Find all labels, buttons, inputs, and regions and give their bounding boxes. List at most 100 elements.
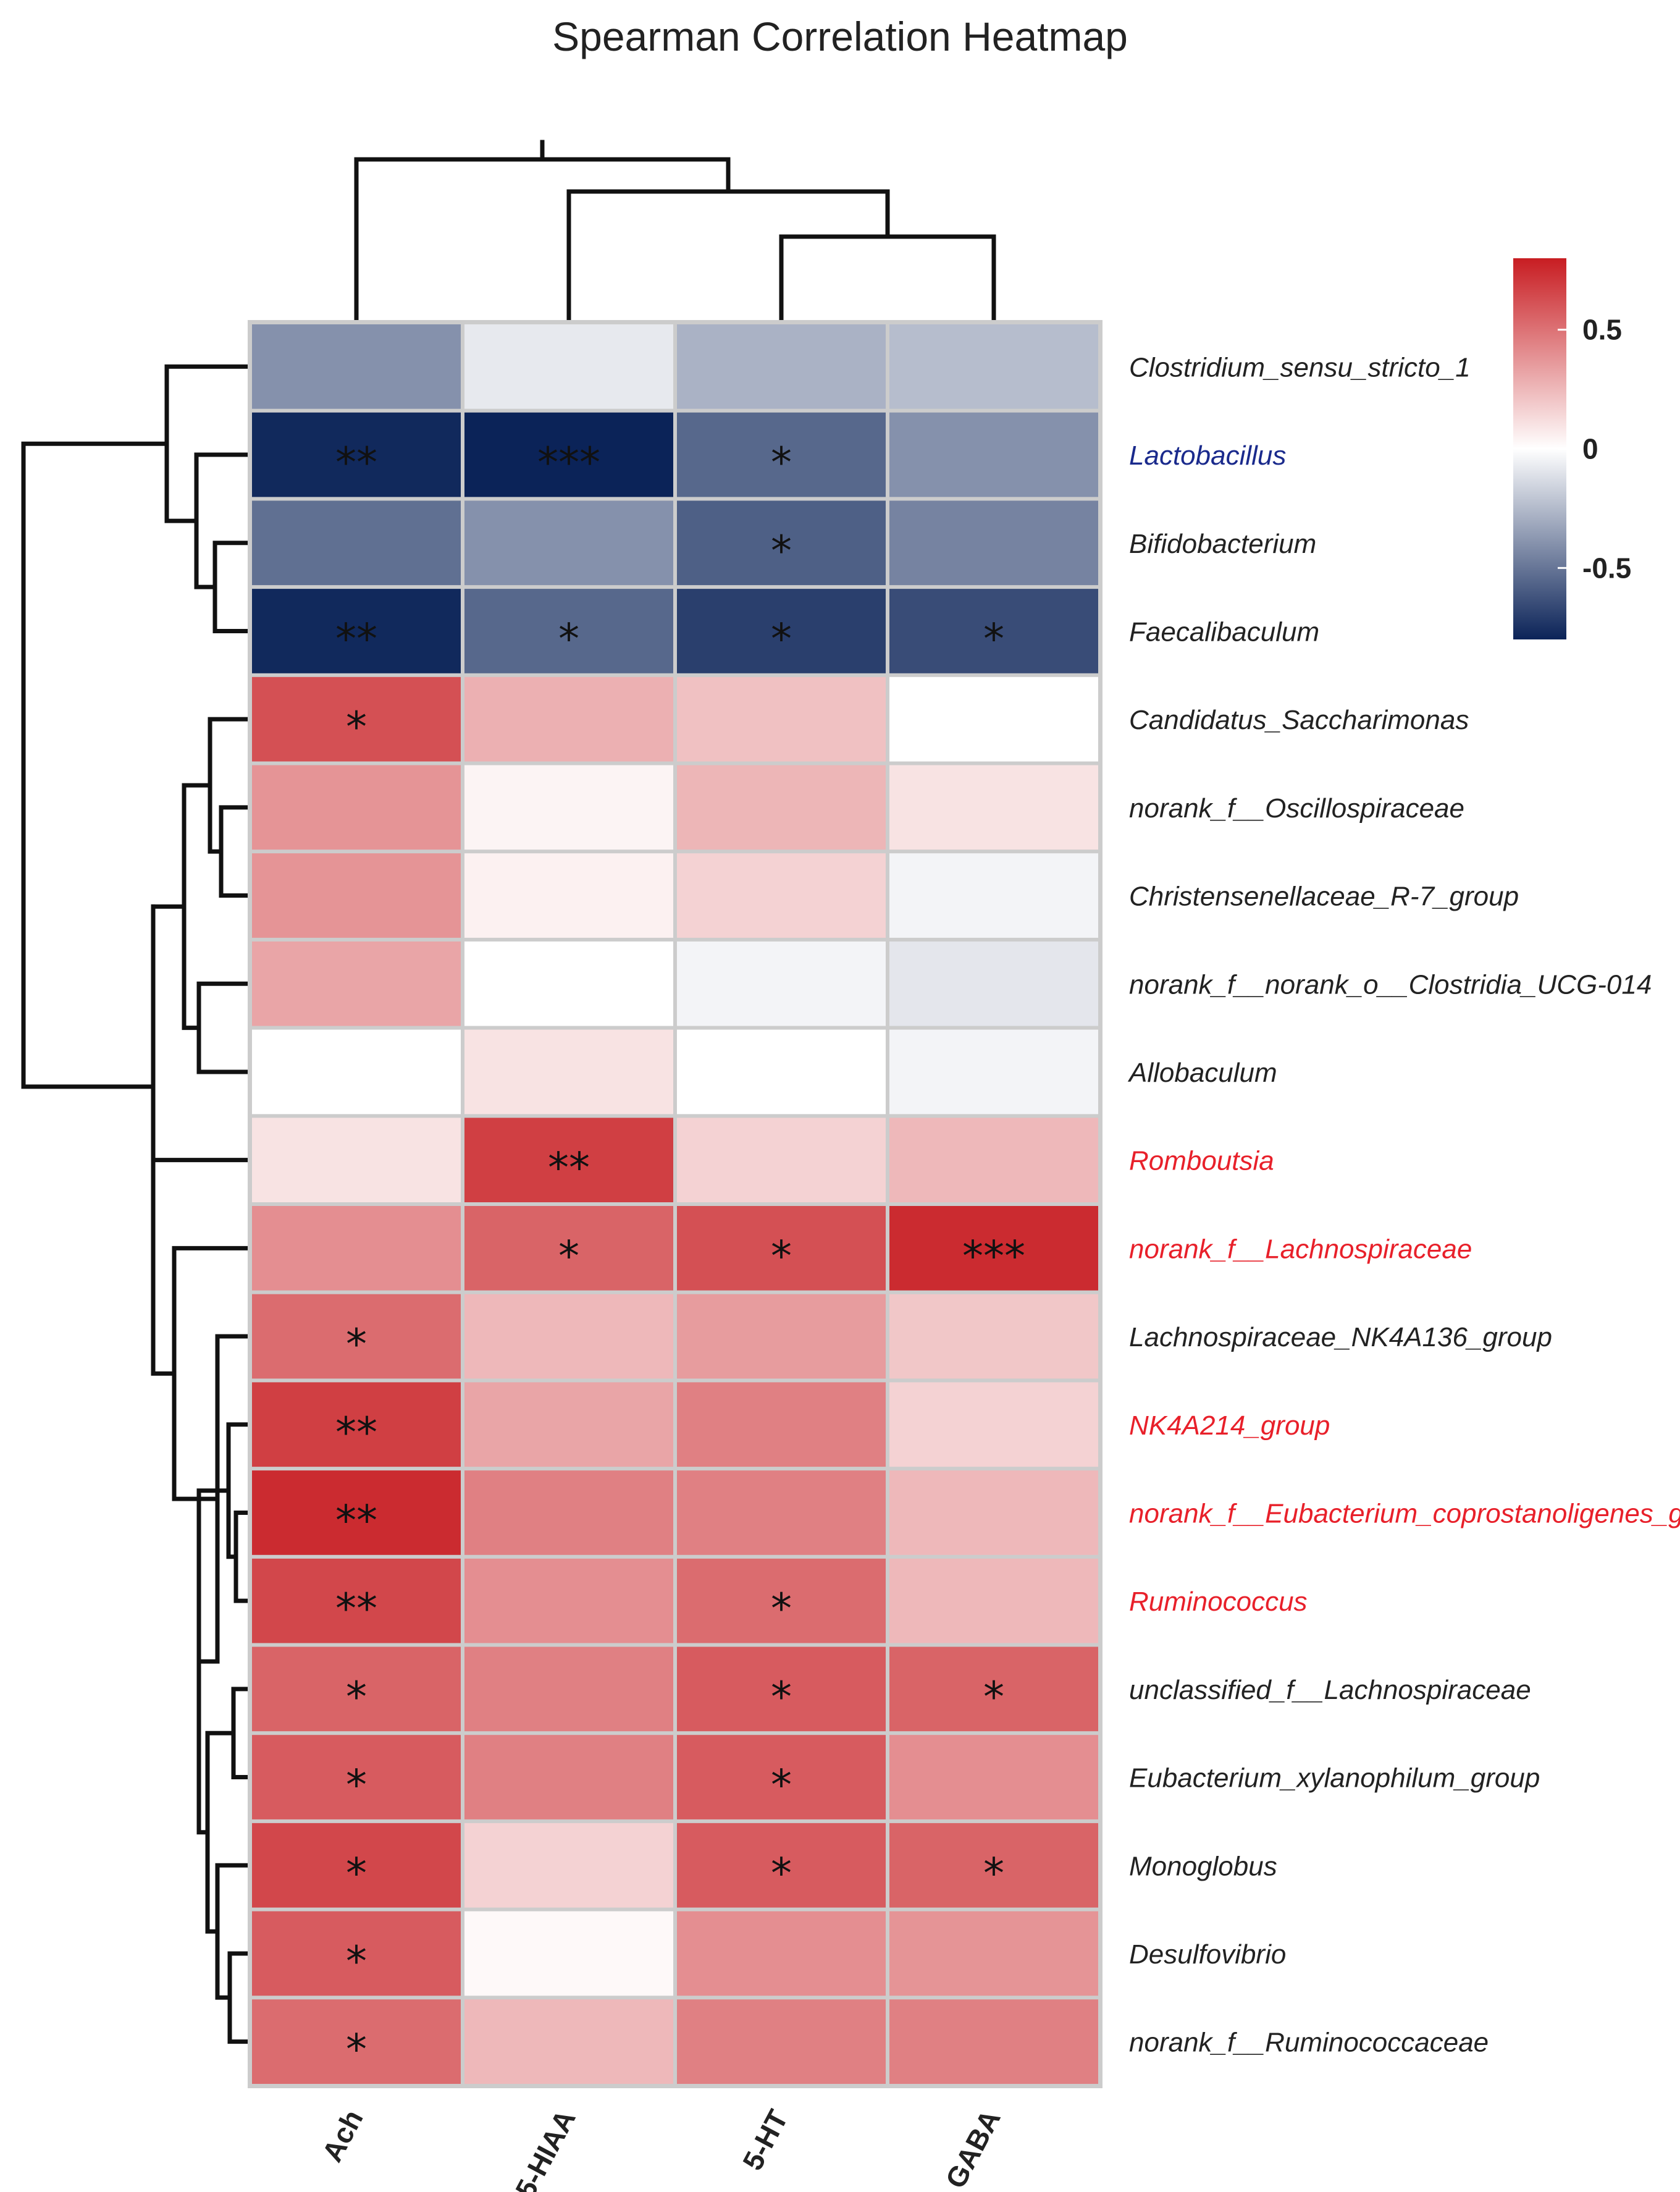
significance-marker: * [771,1232,792,1281]
significance-marker: * [346,1673,367,1722]
significance-marker: *** [537,439,600,487]
heatmap-cell-clostridium-sensu-stricto-1-gaba [889,324,1098,409]
significance-marker: * [346,1761,367,1810]
row-dendrogram-branch [21,441,169,1089]
row-dendrogram-branch [205,1730,236,1934]
heatmap-cell-norank-f-lachnospiraceae-gaba [889,1206,1098,1291]
row-label-norank-f-ruminococcaceae: norank_f__Ruminococcaceae [1129,2028,1489,2058]
heatmap-cell-romboutsia-5-hiaa [464,1118,673,1202]
heatmap-cell-norank-f-norank-o-clostridia-ucg-014-ach [252,941,461,1026]
significance-marker: * [983,1849,1004,1898]
heatmap-cell-nk4a214-group-5-hiaa [464,1382,673,1467]
heatmap-cell-norank-f-lachnospiraceae-5-hiaa [464,1206,673,1291]
row-label-christensenellaceae-r-7-group: Christensenellaceae_R-7_group [1129,882,1519,912]
heatmap-cell-clostridium-sensu-stricto-1-5-ht [677,324,886,409]
significance-marker: * [771,439,792,487]
column-dendrogram-branch [354,157,731,322]
column-dendrogram-branch [566,189,890,322]
heatmap-cell-ruminococcus-ach [252,1558,461,1643]
row-dendrogram-branch [219,805,250,898]
heatmap-cell-desulfovibrio-5-ht [677,1911,886,1996]
legend-tick-label: 0 [1582,433,1598,465]
heatmap-cell-romboutsia-ach [252,1118,461,1202]
significance-marker: * [771,527,792,576]
heatmap-cell-faecalibaculum-5-ht [677,589,886,673]
heatmap-cell-desulfovibrio-5-hiaa [464,1911,673,1996]
row-labels: Clostridium_sensu_stricto_1 Lactobacillus… [1127,352,1680,2057]
row-label-lactobacillus: Lactobacillus [1129,441,1286,471]
heatmap-cell-norank-f-lachnospiraceae-5-ht [677,1206,886,1291]
heatmap-cell-lactobacillus-gaba [889,412,1098,497]
heatmap-cell-ruminococcus-5-hiaa [464,1558,673,1643]
row-label-allobaculum: Allobaculum [1127,1058,1277,1088]
heatmap-cell-nk4a214-group-5-ht [677,1382,886,1467]
row-dendrogram-branch [196,981,250,1074]
row-dendrogram [21,364,250,2044]
heatmap-cell-norank-f-ruminococcaceae-ach [252,1999,461,2084]
heatmap-cell-allobaculum-ach [252,1029,461,1115]
row-dendrogram-branch [172,1246,250,1501]
heatmap-cell-eubacterium-xylanophilum-group-5-hiaa [464,1735,673,1819]
row-label-candidatus-saccharimonas: Candidatus_Saccharimonas [1129,705,1469,735]
significance-marker: * [346,1320,367,1369]
heatmap-cell-candidatus-saccharimonas-ach [252,677,461,762]
significance-marker: * [983,615,1004,664]
heatmap-cell-norank-f-eubacterium-coprostanoligenes-group-gaba [889,1470,1098,1555]
row-dendrogram-branch [208,717,250,854]
heatmap-cell-norank-f-ruminococcaceae-5-ht [677,1999,886,2084]
heatmap-cell-lachnospiraceae-nk4a136-group-ach [252,1294,461,1379]
heatmap-cell-allobaculum-gaba [889,1029,1098,1115]
heatmap-cell-romboutsia-gaba [889,1118,1098,1202]
heatmap-cell-unclassified-f-lachnospiraceae-5-ht [677,1646,886,1732]
significance-marker: * [771,1585,792,1633]
row-label-lachnospiraceae-nk4a136-group: Lachnospiraceae_NK4A136_group [1129,1322,1552,1352]
heatmap-cell-christensenellaceae-r-7-group-gaba [889,853,1098,938]
heatmap-cell-norank-f-oscillospiraceae-5-ht [677,765,886,850]
significance-markers: ** *** **** * * ***** * ********** ** * ** ** * *** [335,439,1025,2075]
column-labels: Ach 5-HIAA 5-HT GABA [316,2104,1007,2192]
heatmap-cell-clostridium-sensu-stricto-1-5-hiaa [464,324,673,409]
significance-marker: * [346,1849,367,1898]
significance-marker: * [346,1937,367,1986]
heatmap-cell-eubacterium-xylanophilum-group-gaba [889,1735,1098,1819]
row-label-norank-f-eubacterium-coprostanoligenes-group: norank_f__Eubacterium_coprostanoligenes_… [1129,1498,1680,1528]
heatmap-cell-candidatus-saccharimonas-5-hiaa [464,677,673,762]
heatmap-cell-norank-f-norank-o-clostridia-ucg-014-5-hiaa [464,941,673,1026]
heatmap-cell-allobaculum-5-ht [677,1029,886,1115]
heatmap-cell-lactobacillus-5-hiaa [464,412,673,497]
significance-marker: ** [335,1496,377,1545]
heatmap-cell-norank-f-eubacterium-coprostanoligenes-group-ach [252,1470,461,1555]
heatmap-cell-nk4a214-group-gaba [889,1382,1098,1467]
row-label-bifidobacterium: Bifidobacterium [1129,529,1316,559]
row-label-faecalibaculum: Faecalibaculum [1129,617,1319,647]
heatmap-cell-clostridium-sensu-stricto-1-ach [252,324,461,409]
heatmap-cell-bifidobacterium-5-ht [677,500,886,586]
heatmap-cell-candidatus-saccharimonas-5-ht [677,677,886,762]
heatmap-cells [248,320,1102,2088]
heatmap-cell-norank-f-norank-o-clostridia-ucg-014-gaba [889,941,1098,1026]
heatmap-cell-desulfovibrio-ach [252,1911,461,1996]
heatmap-cell-faecalibaculum-ach [252,589,461,673]
significance-marker: * [346,703,367,752]
heatmap-cell-norank-f-ruminococcaceae-gaba [889,1999,1098,2084]
row-dendrogram-branch [212,541,250,633]
column-label-gaba: GABA [939,2104,1007,2192]
heatmap-cell-eubacterium-xylanophilum-group-ach [252,1735,461,1819]
row-label-romboutsia: Romboutsia [1129,1146,1274,1176]
heatmap-grid-border [248,320,1102,2088]
heatmap-cell-norank-f-oscillospiraceae-gaba [889,765,1098,850]
heatmap-cell-monoglobus-5-hiaa [464,1823,673,1908]
heatmap-cell-unclassified-f-lachnospiraceae-gaba [889,1646,1098,1732]
heatmap-cell-norank-f-eubacterium-coprostanoligenes-group-5-ht [677,1470,886,1555]
legend-tick-label: 0.5 [1582,314,1622,346]
heatmap-cell-eubacterium-xylanophilum-group-5-ht [677,1735,886,1819]
significance-marker: * [558,615,579,664]
significance-marker: * [771,1761,792,1810]
significance-marker: * [983,1673,1004,1722]
legend-color-bar [1513,258,1566,639]
heatmap-cell-lactobacillus-ach [252,412,461,497]
heatmap-cell-bifidobacterium-gaba [889,500,1098,586]
heatmap-cell-lachnospiraceae-nk4a136-group-5-hiaa [464,1294,673,1379]
heatmap-cell-romboutsia-5-ht [677,1118,886,1202]
